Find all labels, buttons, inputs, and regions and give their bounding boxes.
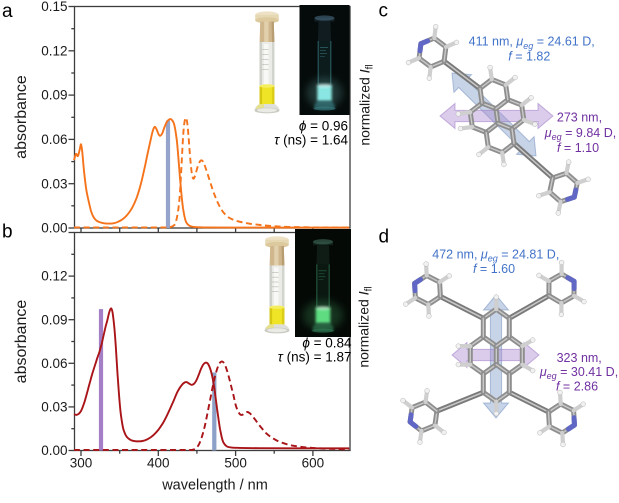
svg-text:0.12: 0.12 bbox=[41, 43, 67, 58]
svg-text:f = 1.10: f = 1.10 bbox=[557, 141, 599, 155]
svg-text:a: a bbox=[2, 1, 13, 22]
svg-text:b: b bbox=[2, 222, 13, 243]
svg-text:0.12: 0.12 bbox=[41, 269, 67, 284]
svg-text:c: c bbox=[379, 1, 389, 22]
svg-text:0.09: 0.09 bbox=[41, 312, 67, 327]
svg-text:273 nm,: 273 nm, bbox=[557, 111, 602, 125]
svg-text:0.06: 0.06 bbox=[41, 132, 67, 147]
svg-text:0.03: 0.03 bbox=[41, 400, 67, 415]
svg-text:0.00: 0.00 bbox=[41, 443, 67, 458]
svg-text:ϕ = 0.84: ϕ = 0.84 bbox=[302, 336, 352, 351]
svg-text:absorbance: absorbance bbox=[13, 300, 30, 384]
svg-text:300: 300 bbox=[70, 456, 93, 471]
svg-text:0.09: 0.09 bbox=[41, 88, 67, 103]
svg-text:τ (ns) = 1.64: τ (ns) = 1.64 bbox=[274, 133, 348, 148]
svg-text:0.00: 0.00 bbox=[41, 221, 67, 236]
svg-text:wavelength / nm: wavelength / nm bbox=[161, 478, 268, 494]
svg-text:f = 1.82: f = 1.82 bbox=[508, 49, 550, 63]
svg-text:d: d bbox=[379, 227, 390, 248]
svg-text:500: 500 bbox=[224, 456, 247, 471]
svg-text:0.03: 0.03 bbox=[41, 176, 67, 191]
svg-text:600: 600 bbox=[302, 456, 325, 471]
svg-text:τ (ns) = 1.87: τ (ns) = 1.87 bbox=[278, 350, 352, 365]
svg-text:ϕ = 0.96: ϕ = 0.96 bbox=[299, 119, 348, 134]
svg-text:0.15: 0.15 bbox=[41, 0, 67, 14]
svg-text:323 nm,: 323 nm, bbox=[557, 351, 602, 365]
svg-text:f = 2.86: f = 2.86 bbox=[556, 379, 598, 393]
svg-text:absorbance: absorbance bbox=[13, 75, 30, 159]
svg-text:0.06: 0.06 bbox=[41, 356, 67, 371]
svg-text:400: 400 bbox=[147, 456, 170, 471]
svg-text:f = 1.60: f = 1.60 bbox=[473, 262, 515, 276]
